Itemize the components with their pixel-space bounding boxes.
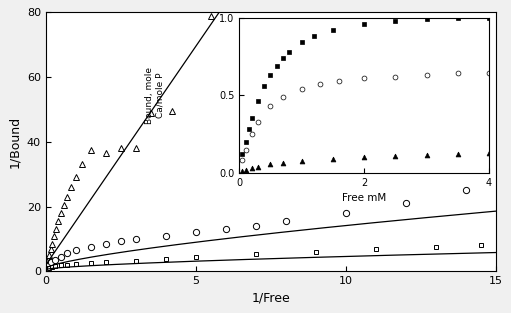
X-axis label: 1/Free: 1/Free xyxy=(251,292,290,305)
Y-axis label: 1/Bound: 1/Bound xyxy=(8,116,21,168)
